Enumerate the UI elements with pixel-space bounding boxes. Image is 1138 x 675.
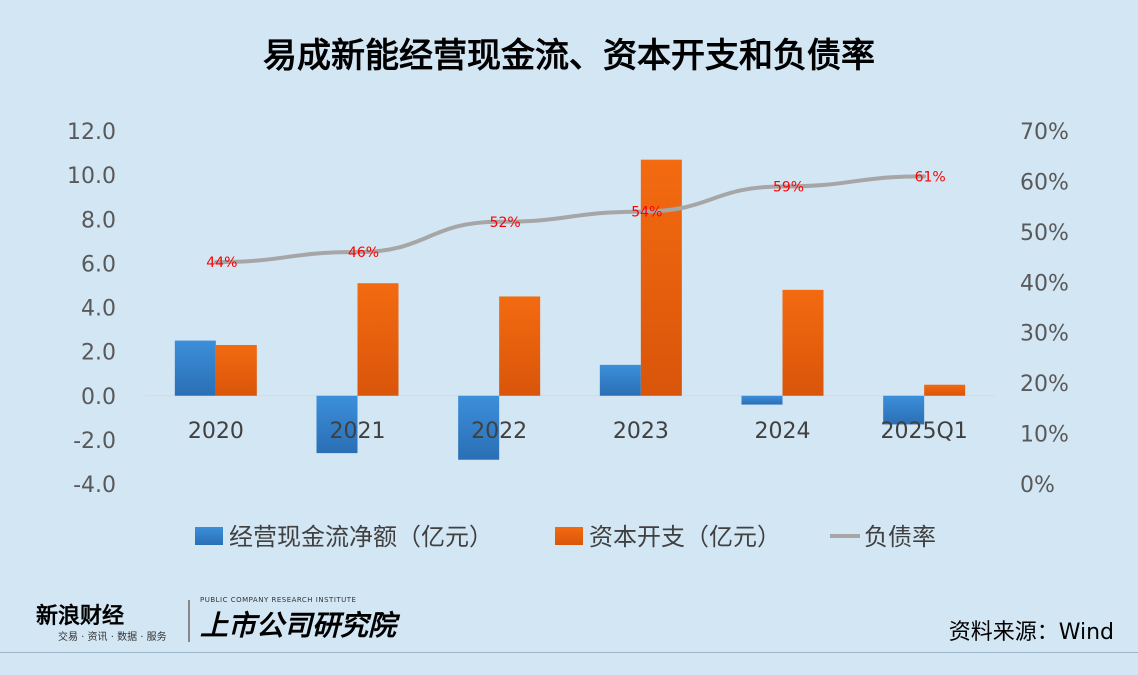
legend: 经营现金流净额（亿元） 资本开支（亿元） 负债率 [195,523,936,551]
y-right-tick-label: 10% [1020,423,1069,448]
debt-ratio-data-label: 44% [206,255,237,271]
legend-label: 资本开支（亿元） [589,523,781,551]
bottom-divider [0,652,1138,653]
capex-bar-2020 [215,345,257,396]
sina-tagline: 交易 · 资讯 · 数据 · 服务 [58,632,167,643]
data-source: 资料来源：Wind [948,620,1114,645]
debt-ratio-data-label: 54% [631,205,662,221]
institute-english-name: PUBLIC COMPANY RESEARCH INSTITUTE [200,596,357,604]
research-institute-logo: PUBLIC COMPANY RESEARCH INSTITUTE 上市公司研究… [200,596,396,644]
y-left-tick-label: 12.0 [67,120,116,145]
y-left-tick-label: -4.0 [73,473,116,498]
y-right-tick-label: 70% [1020,120,1069,145]
legend-swatch [555,527,583,545]
cashflow-bar-2022 [458,395,500,460]
y-right-tick-label: 40% [1020,271,1069,296]
x-category-label: 2024 [755,419,811,444]
y-left-tick-label: 2.0 [81,341,116,366]
y-right-tick-label: 0% [1020,473,1055,498]
x-category-label: 2021 [330,419,386,444]
y-right-axis: 70% 60% 50% 40% 30% 20% 10% 0% [1020,120,1069,498]
institute-chinese-name: 上市公司研究院 [200,609,397,642]
legend-label: 负债率 [864,523,936,551]
y-left-axis: 12.0 10.0 8.0 6.0 4.0 2.0 0.0 -2.0 -4.0 [67,120,116,498]
category-labels: 2020 2021 2022 2023 2024 2025Q1 [188,419,968,444]
capex-bar-2024 [782,289,824,396]
cashflow-bar-2020 [174,340,216,396]
sina-finance-logo: 新浪财经 交易 · 资讯 · 数据 · 服务 [36,598,186,643]
y-left-tick-label: 6.0 [81,252,116,277]
debt-ratio-data-label: 59% [773,179,804,195]
x-category-label: 2020 [188,419,244,444]
y-left-tick-label: -2.0 [73,429,116,454]
chart-title: 易成新能经营现金流、资本开支和负债率 [263,36,875,76]
cashflow-bar-2025Q1 [883,395,925,425]
y-left-tick-label: 4.0 [81,297,116,322]
legend-label: 经营现金流净额（亿元） [229,523,493,551]
y-right-tick-label: 60% [1020,170,1069,195]
y-left-tick-label: 10.0 [67,164,116,189]
debt-ratio-data-label: 61% [915,169,946,185]
debt-ratio-data-label: 46% [348,245,379,261]
cashflow-bar-2024 [741,395,783,405]
debt-ratio-data-label: 52% [490,215,521,231]
y-left-tick-label: 0.0 [81,385,116,410]
x-category-label: 2025Q1 [881,419,968,444]
y-left-tick-label: 8.0 [81,208,116,233]
cashflow-bar-2021 [316,395,358,454]
capex-bar-2025Q1 [924,384,966,396]
debt-ratio-line: 44% 46% 52% 54% 59% 61% [206,169,945,271]
sina-brand: 新浪财经 [36,604,125,629]
legend-swatch [195,527,223,545]
x-category-label: 2022 [471,419,527,444]
capex-bar-2023 [640,159,682,396]
y-right-tick-label: 50% [1020,221,1069,246]
y-right-tick-label: 20% [1020,372,1069,397]
capex-bar-2021 [357,283,399,396]
chart: 12.0 10.0 8.0 6.0 4.0 2.0 0.0 -2.0 -4.0 70% 60% 50… [67,120,1069,551]
y-right-tick-label: 30% [1020,322,1069,347]
cashflow-bar-2023 [599,364,641,396]
capex-bar-2022 [499,296,541,396]
logo-divider [188,600,190,642]
x-category-label: 2023 [613,419,669,444]
bars [174,159,966,460]
debt-ratio-path [213,174,927,265]
